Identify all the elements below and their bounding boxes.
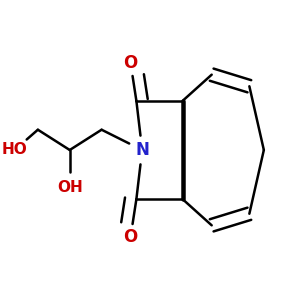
Text: O: O xyxy=(124,228,138,246)
Text: O: O xyxy=(124,54,138,72)
Text: OH: OH xyxy=(57,180,82,195)
Text: N: N xyxy=(135,141,149,159)
Text: HO: HO xyxy=(2,142,28,158)
